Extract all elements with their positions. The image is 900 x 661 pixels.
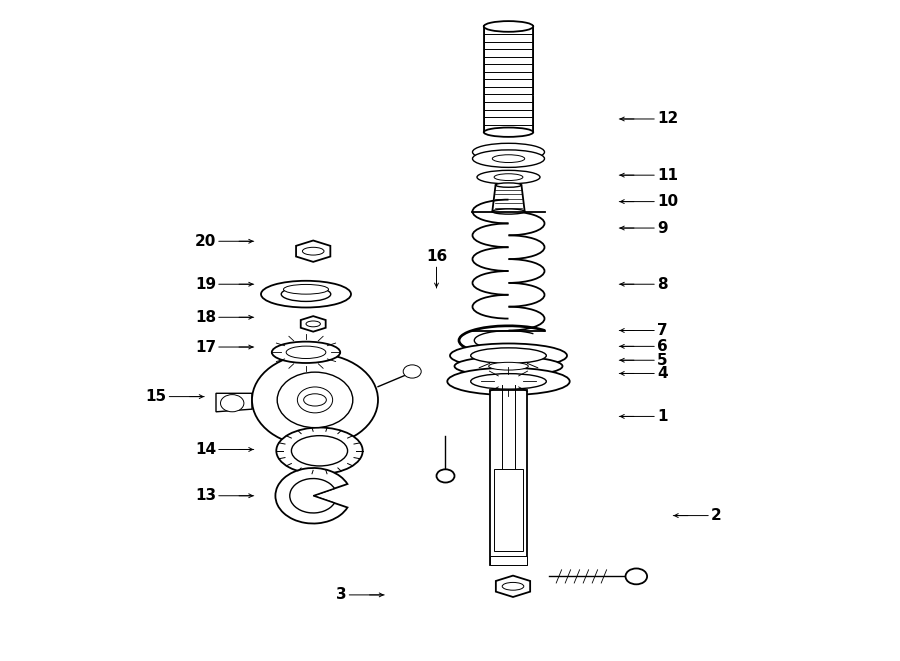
Ellipse shape <box>303 394 327 406</box>
Circle shape <box>436 469 454 483</box>
Ellipse shape <box>477 171 540 184</box>
Text: 2: 2 <box>711 508 722 523</box>
Ellipse shape <box>489 362 528 370</box>
Ellipse shape <box>471 373 546 389</box>
Circle shape <box>277 372 353 428</box>
Ellipse shape <box>492 209 525 214</box>
Ellipse shape <box>261 281 351 307</box>
Text: 18: 18 <box>195 310 216 325</box>
Ellipse shape <box>306 321 320 327</box>
Ellipse shape <box>281 287 331 301</box>
Polygon shape <box>492 185 525 212</box>
Text: 10: 10 <box>657 194 678 209</box>
Circle shape <box>302 455 328 475</box>
Wedge shape <box>290 479 335 513</box>
Circle shape <box>220 395 244 412</box>
Ellipse shape <box>272 342 340 363</box>
Ellipse shape <box>484 21 533 32</box>
Ellipse shape <box>284 284 328 294</box>
Text: 8: 8 <box>657 277 668 292</box>
Ellipse shape <box>496 183 521 187</box>
Polygon shape <box>496 576 530 597</box>
Polygon shape <box>296 241 330 262</box>
Bar <box>490 556 527 565</box>
Circle shape <box>626 568 647 584</box>
Ellipse shape <box>471 348 546 364</box>
Text: 14: 14 <box>195 442 216 457</box>
Ellipse shape <box>447 368 570 395</box>
Wedge shape <box>275 468 347 524</box>
Circle shape <box>252 354 378 446</box>
Text: 3: 3 <box>336 588 346 602</box>
Ellipse shape <box>484 128 533 137</box>
Ellipse shape <box>292 436 347 466</box>
Polygon shape <box>301 316 326 332</box>
Text: 16: 16 <box>426 249 447 264</box>
Circle shape <box>403 365 421 378</box>
Polygon shape <box>216 393 252 412</box>
Ellipse shape <box>454 356 562 376</box>
Ellipse shape <box>502 582 524 590</box>
Bar <box>494 469 523 551</box>
Text: 12: 12 <box>657 112 679 126</box>
Text: 1: 1 <box>657 409 668 424</box>
Ellipse shape <box>472 143 544 161</box>
Ellipse shape <box>276 428 363 474</box>
Ellipse shape <box>494 174 523 180</box>
Text: 9: 9 <box>657 221 668 235</box>
Text: 13: 13 <box>195 488 216 503</box>
Ellipse shape <box>492 155 525 163</box>
Ellipse shape <box>472 150 544 167</box>
Text: 7: 7 <box>657 323 668 338</box>
Ellipse shape <box>450 344 567 368</box>
Bar <box>490 390 527 565</box>
Text: 20: 20 <box>194 234 216 249</box>
Text: 11: 11 <box>657 168 678 182</box>
Circle shape <box>297 387 333 413</box>
Text: 4: 4 <box>657 366 668 381</box>
Ellipse shape <box>286 346 326 358</box>
Text: 6: 6 <box>657 339 668 354</box>
Ellipse shape <box>302 247 324 255</box>
Text: 5: 5 <box>657 353 668 368</box>
Text: 15: 15 <box>146 389 166 404</box>
Text: 19: 19 <box>195 277 216 292</box>
Text: 17: 17 <box>195 340 216 354</box>
